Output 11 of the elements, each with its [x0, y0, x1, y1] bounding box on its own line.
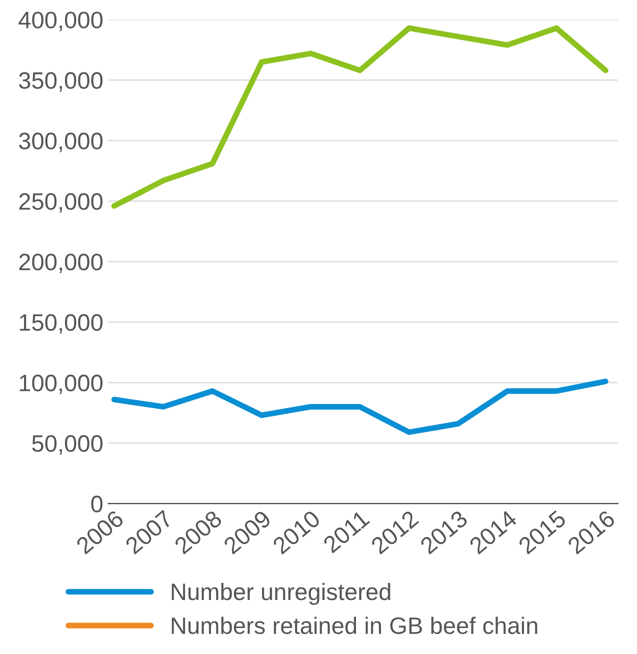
y-tick-label: 200,000 — [19, 254, 103, 274]
y-tick-label: 400,000 — [18, 12, 103, 32]
y-tick-label: 300,000 — [18, 132, 103, 152]
y-tick-label: 250,000 — [19, 193, 103, 213]
y-tick-label: 100,000 — [20, 374, 103, 394]
y-tick-label: 50,000 — [32, 435, 103, 455]
y-tick-label: 150,000 — [20, 314, 103, 334]
legend-label: Numbers retained in GB beef chain — [172, 616, 538, 634]
y-tick-label: 350,000 — [18, 72, 103, 92]
legend-label: Number unregistered — [172, 582, 390, 605]
y-tick-label: 0 — [91, 496, 103, 512]
